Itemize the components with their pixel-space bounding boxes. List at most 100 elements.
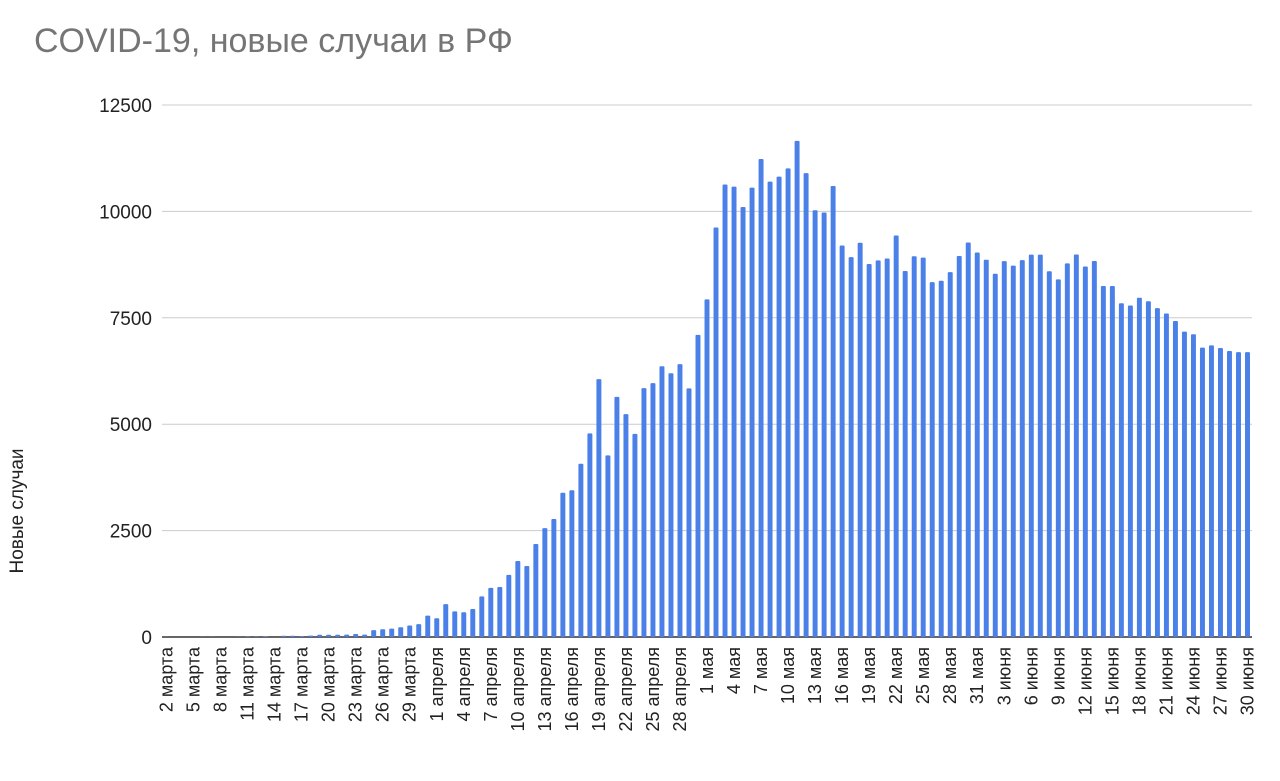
bar: [461, 612, 467, 637]
bar: [389, 628, 395, 637]
bar: [848, 257, 854, 637]
bar: [740, 207, 746, 637]
bar: [1073, 254, 1079, 637]
x-tick-label: 11 марта: [238, 646, 258, 721]
bar: [515, 560, 521, 637]
bar: [659, 366, 665, 637]
x-tick-label: 3 июня: [994, 647, 1014, 705]
bar: [1172, 320, 1178, 637]
bar: [776, 176, 782, 637]
bar: [1118, 303, 1124, 637]
bar: [524, 566, 530, 637]
bar: [578, 463, 584, 637]
bar: [758, 159, 764, 637]
x-tick-label: 25 апреля: [643, 647, 663, 731]
bar: [974, 252, 980, 637]
bar: [533, 543, 539, 637]
bar: [839, 245, 845, 637]
x-tick-label: 26 марта: [373, 646, 393, 722]
x-tick-label: 4 апреля: [454, 647, 474, 721]
bar: [542, 528, 548, 637]
bar: [1064, 263, 1070, 637]
bar: [1208, 345, 1214, 637]
bar: [857, 242, 863, 637]
bar: [587, 433, 593, 637]
bar: [668, 373, 674, 637]
x-tick-label: 10 апреля: [508, 647, 528, 731]
x-tick-label: 4 мая: [724, 647, 744, 694]
bar: [803, 173, 809, 638]
x-tick-label: 6 июня: [1021, 647, 1041, 705]
bar: [326, 634, 332, 637]
bar: [695, 334, 701, 637]
bar: [1046, 271, 1052, 637]
x-tick-label: 1 мая: [697, 647, 717, 694]
x-tick-label: 20 марта: [319, 646, 339, 722]
y-tick-label: 2500: [110, 522, 152, 543]
bar: [506, 574, 512, 637]
bar: [902, 271, 908, 637]
x-tick-label: 19 апреля: [589, 647, 609, 731]
bar: [1100, 285, 1106, 637]
bar: [1109, 286, 1115, 637]
bar: [488, 587, 494, 637]
x-tick-label: 16 мая: [832, 647, 852, 704]
bar: [299, 636, 305, 637]
bar: [1236, 352, 1241, 637]
bar: [443, 604, 449, 637]
x-tick-label: 22 апреля: [616, 647, 636, 731]
bar: [1091, 260, 1097, 637]
bar: [623, 414, 629, 637]
bar: [731, 186, 737, 637]
x-tick-label: 2 марта: [157, 646, 177, 712]
bar: [893, 235, 899, 637]
bar: [1010, 265, 1016, 637]
bar: [380, 629, 386, 637]
bar: [1217, 347, 1223, 637]
x-tick-label: 24 июня: [1183, 647, 1203, 715]
bar: [920, 257, 926, 637]
x-tick-label: 29 марта: [400, 646, 420, 722]
x-tick-label: 10 мая: [778, 647, 798, 704]
bar: [1154, 308, 1160, 637]
bar: [344, 634, 350, 637]
bar: [1199, 347, 1205, 637]
x-tick-label: 30 июня: [1237, 647, 1257, 715]
x-tick-label: 8 марта: [211, 646, 231, 712]
bar: [398, 627, 404, 637]
x-tick-label: 28 мая: [940, 647, 960, 704]
x-tick-labels: 2 марта 5 марта 8 марта 11 марта 14 марта 17 …: [157, 646, 1258, 731]
bar: [992, 273, 998, 637]
bar: [713, 227, 719, 637]
bar: [335, 634, 341, 637]
y-tick-labels: 0 2500 5000 7500 10000 12500: [99, 96, 152, 649]
x-tick-label: 1 апреля: [427, 647, 447, 721]
bar: [497, 586, 503, 637]
bar: [704, 299, 710, 637]
x-tick-label: 25 мая: [913, 647, 933, 704]
bar: [1055, 279, 1061, 637]
bar: [938, 280, 944, 637]
y-tick-label: 7500: [110, 309, 152, 330]
bar: [317, 634, 323, 637]
bar: [470, 608, 476, 637]
x-tick-label: 7 апреля: [481, 647, 501, 721]
x-tick-label: 7 мая: [751, 647, 771, 694]
bar: [983, 259, 989, 637]
bar: [371, 630, 377, 637]
x-tick-label: 13 мая: [805, 647, 825, 704]
bar: [1082, 266, 1088, 637]
bar: [407, 625, 413, 637]
bar: [1181, 331, 1187, 637]
x-tick-label: 13 апреля: [535, 647, 555, 731]
bar: [641, 388, 647, 637]
x-tick-label: 19 мая: [859, 647, 879, 704]
y-tick-label: 0: [141, 628, 152, 649]
y-tick-label: 12500: [99, 96, 152, 117]
x-tick-label: 16 апреля: [562, 647, 582, 731]
bar: [1190, 334, 1196, 637]
x-tick-label: 17 марта: [292, 646, 312, 722]
bar: [1227, 351, 1232, 637]
bar: [596, 379, 602, 637]
